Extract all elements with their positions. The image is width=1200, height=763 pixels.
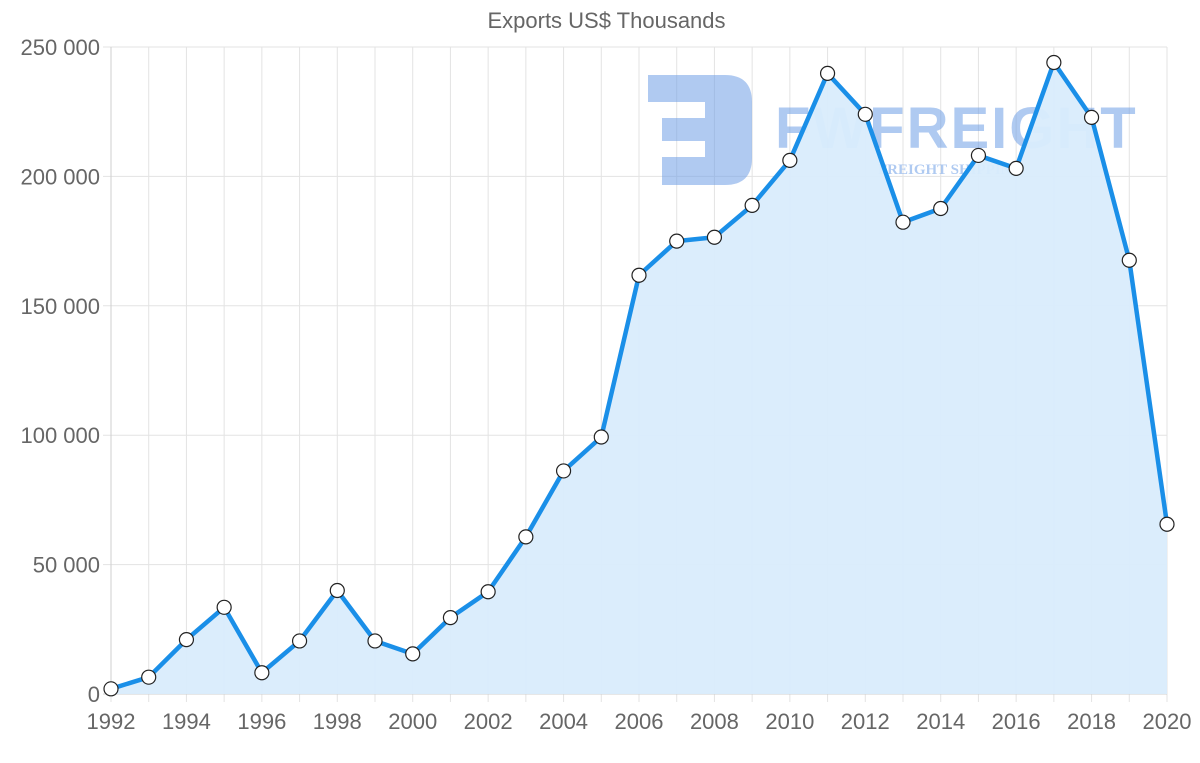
y-tick-label: 250 000 <box>20 35 100 60</box>
data-point[interactable] <box>933 200 949 217</box>
y-tick-label: 200 000 <box>20 164 100 189</box>
data-point[interactable] <box>518 529 534 545</box>
y-tick-label: 0 <box>88 682 100 707</box>
data-point[interactable] <box>178 632 195 648</box>
x-tick-label: 2020 <box>1143 709 1192 734</box>
x-tick-label: 2004 <box>539 709 588 734</box>
y-axis-labels: 0 50 000 100 000 150 000 200 000 250 000 <box>20 35 100 707</box>
x-tick-label: 2006 <box>615 709 664 734</box>
y-tick-label: 50 000 <box>33 553 100 578</box>
x-axis-labels: 1992 1994 1996 1998 2000 2002 2004 2006 2008 2010… <box>87 709 1192 734</box>
data-point[interactable] <box>631 267 647 283</box>
data-point[interactable] <box>216 599 232 615</box>
data-point[interactable] <box>593 429 609 445</box>
x-tick-label: 2018 <box>1067 709 1116 734</box>
x-tick-label: 1994 <box>162 709 211 734</box>
x-tick-label: 2008 <box>690 709 739 734</box>
data-point[interactable] <box>1046 54 1062 71</box>
series-area-fill <box>111 62 1167 694</box>
data-point[interactable] <box>555 463 572 479</box>
x-tick-label: 1992 <box>87 709 136 734</box>
x-tick-label: 2014 <box>916 709 965 734</box>
data-point[interactable] <box>1159 516 1175 532</box>
data-point[interactable] <box>1121 252 1137 268</box>
x-tick-label: 2002 <box>464 709 513 734</box>
x-tick-label: 2012 <box>841 709 890 734</box>
data-point[interactable] <box>895 214 911 230</box>
data-point[interactable] <box>970 147 987 164</box>
data-point[interactable] <box>744 197 760 213</box>
data-point[interactable] <box>405 646 421 662</box>
x-tick-label: 2010 <box>765 709 814 734</box>
data-point[interactable] <box>442 610 459 626</box>
chart-title: Exports US$ Thousands <box>487 8 726 33</box>
x-tick-label: 1996 <box>237 709 286 734</box>
x-tick-label: 2000 <box>388 709 437 734</box>
y-tick-label: 100 000 <box>20 423 100 448</box>
x-tick-label: 1998 <box>313 709 362 734</box>
data-point[interactable] <box>819 65 836 81</box>
data-point[interactable] <box>291 633 308 649</box>
data-point[interactable] <box>254 665 270 681</box>
x-tick-label: 2016 <box>992 709 1041 734</box>
data-point[interactable] <box>329 582 345 599</box>
data-point[interactable] <box>706 229 723 245</box>
data-point[interactable] <box>857 106 873 122</box>
data-point[interactable] <box>1083 109 1100 125</box>
data-point[interactable] <box>141 669 157 685</box>
data-point[interactable] <box>367 633 383 649</box>
y-tick-label: 150 000 <box>20 294 100 319</box>
data-point[interactable] <box>669 233 685 249</box>
fw-logo-icon <box>648 75 752 185</box>
data-point[interactable] <box>103 681 119 697</box>
data-point[interactable] <box>782 152 798 168</box>
data-points <box>103 54 1175 697</box>
data-point[interactable] <box>1008 160 1024 176</box>
data-point[interactable] <box>480 584 496 600</box>
